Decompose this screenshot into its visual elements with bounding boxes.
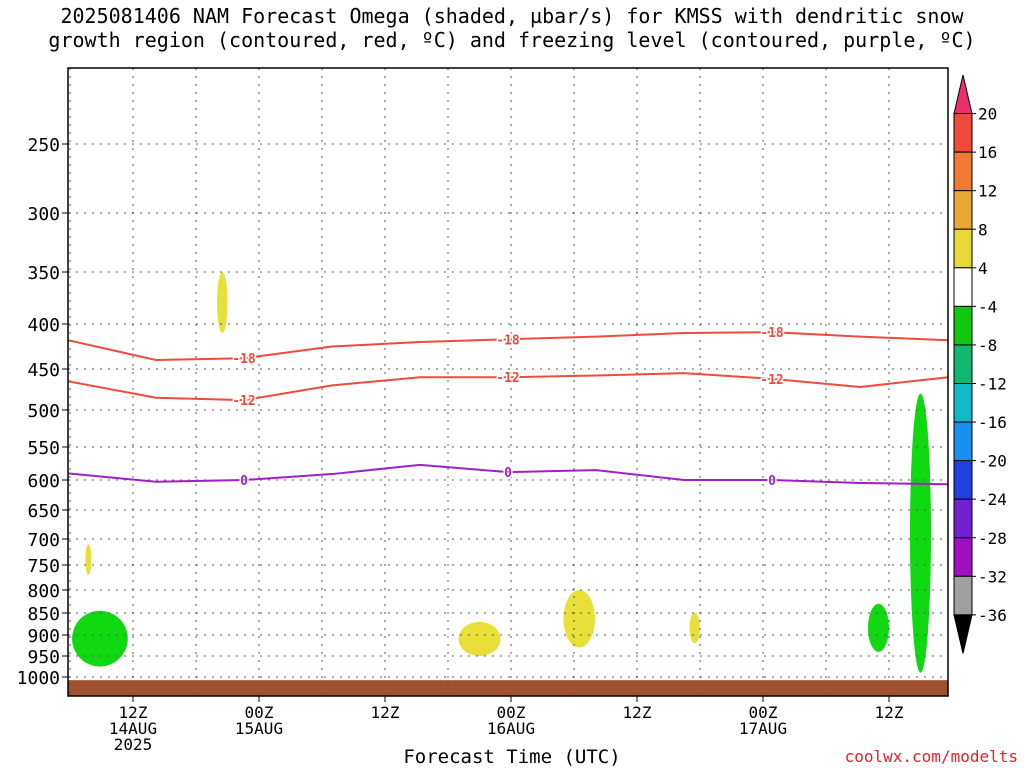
y-tick-label-900: 900	[27, 626, 60, 647]
y-tick-label-850: 850	[27, 604, 60, 625]
colorbar-label-10: -24	[978, 490, 1007, 509]
contour-label-1-0: -12	[232, 394, 255, 409]
contour-label-2-1: 0	[504, 466, 512, 481]
y-tick-label-450: 450	[27, 360, 60, 381]
y-tick-label-950: 950	[27, 647, 60, 668]
colorbar-box-4	[953, 228, 973, 269]
contour-label-0-0: -18	[232, 352, 256, 367]
plot-frame	[67, 67, 949, 697]
omega-region-1	[217, 272, 228, 333]
x-tick-label-3-1: 16AUG	[487, 719, 535, 738]
x-tick-label-0-2: 2025	[114, 735, 153, 754]
y-tick-label-750: 750	[27, 556, 60, 577]
colorbar-label-12: -32	[978, 567, 1007, 586]
colorbar-label-9: -20	[978, 452, 1007, 471]
contour-label-2-0: 0	[240, 474, 248, 489]
colorbar-box-11	[953, 498, 973, 539]
colorbar-top-arrow	[953, 74, 973, 115]
y-tick-label-250: 250	[27, 135, 60, 156]
y-tick-label-600: 600	[27, 471, 60, 492]
colorbar-label-7: -12	[978, 375, 1007, 394]
colorbar-box-13	[953, 575, 973, 616]
contour-0	[67, 331, 949, 362]
omega-region-6	[868, 603, 889, 652]
omega-region-7	[910, 393, 931, 673]
x-tick-label-1-1: 15AUG	[235, 719, 283, 738]
x-tick-label-5-1: 17AUG	[739, 719, 787, 738]
colorbar-box-7	[953, 344, 973, 384]
colorbar-box-8	[953, 383, 973, 423]
x-tick-label-5-0: 00Z	[749, 703, 778, 722]
colorbar-label-0: 20	[978, 105, 997, 124]
colorbar-box-10	[953, 460, 973, 500]
y-tick-label-800: 800	[27, 581, 60, 602]
contour-label-1-2: -12	[760, 373, 783, 388]
x-tick-label-4-0: 12Z	[623, 703, 652, 722]
y-tick-label-400: 400	[27, 315, 60, 336]
omega-region-5	[689, 613, 700, 644]
colorbar-box-5	[953, 267, 973, 307]
y-tick-label-350: 350	[27, 263, 60, 284]
omega-region-3	[458, 621, 501, 657]
colorbar-label-6: -8	[978, 336, 997, 355]
colorbar-box-1	[953, 113, 973, 153]
y-tick-label-1000: 1000	[17, 668, 60, 689]
x-tick-label-0-1: 14AUG	[109, 719, 157, 738]
y-tick-label-550: 550	[27, 438, 60, 459]
terrain-strip	[68, 680, 948, 696]
y-tick-label-300: 300	[27, 204, 60, 225]
colorbar-label-2: 12	[978, 182, 997, 201]
contour-label-0-1: -18	[496, 333, 520, 348]
contour-label-1-1: -12	[496, 371, 519, 386]
colorbar-label-13: -36	[978, 606, 1007, 625]
colorbar-label-4: 4	[978, 259, 988, 278]
colorbar-label-3: 8	[978, 220, 988, 239]
colorbar-box-6	[953, 305, 973, 346]
credit-text: coolwx.com/modelts	[844, 747, 1018, 766]
x-tick-label-3-0: 00Z	[497, 703, 526, 722]
y-tick-label-500: 500	[27, 401, 60, 422]
title-line-1: 2025081406 NAM Forecast Omega (shaded, µ…	[60, 4, 964, 28]
x-tick-label-2-0: 12Z	[371, 703, 400, 722]
colorbar-box-3	[953, 190, 973, 230]
colorbar-box-12	[953, 537, 973, 577]
colorbar-bottom-arrow	[953, 614, 973, 654]
omega-region-4	[563, 590, 595, 648]
omega-region-0	[72, 610, 128, 667]
x-axis-title: Forecast Time (UTC)	[403, 746, 621, 768]
y-tick-label-700: 700	[27, 530, 60, 551]
y-tick-label-650: 650	[27, 501, 60, 522]
x-tick-label-0-0: 12Z	[119, 703, 148, 722]
contour-label-2-2: 0	[768, 474, 776, 489]
x-tick-label-6-0: 12Z	[875, 703, 904, 722]
colorbar-label-5: -4	[978, 297, 997, 316]
colorbar-label-11: -28	[978, 529, 1007, 548]
title-line-2: growth region (contoured, red, ºC) and f…	[48, 28, 976, 52]
x-tick-label-1-0: 00Z	[245, 703, 274, 722]
colorbar-box-9	[953, 421, 973, 462]
chart-title: 2025081406 NAM Forecast Omega (shaded, µ…	[0, 4, 1024, 52]
colorbar-box-2	[953, 151, 973, 192]
contour-label-0-2: -18	[760, 326, 784, 341]
colorbar-label-8: -16	[978, 413, 1007, 432]
colorbar-label-1: 16	[978, 143, 997, 162]
contour-2	[67, 463, 949, 486]
omega-region-2	[85, 544, 92, 575]
contour-1	[67, 372, 949, 402]
